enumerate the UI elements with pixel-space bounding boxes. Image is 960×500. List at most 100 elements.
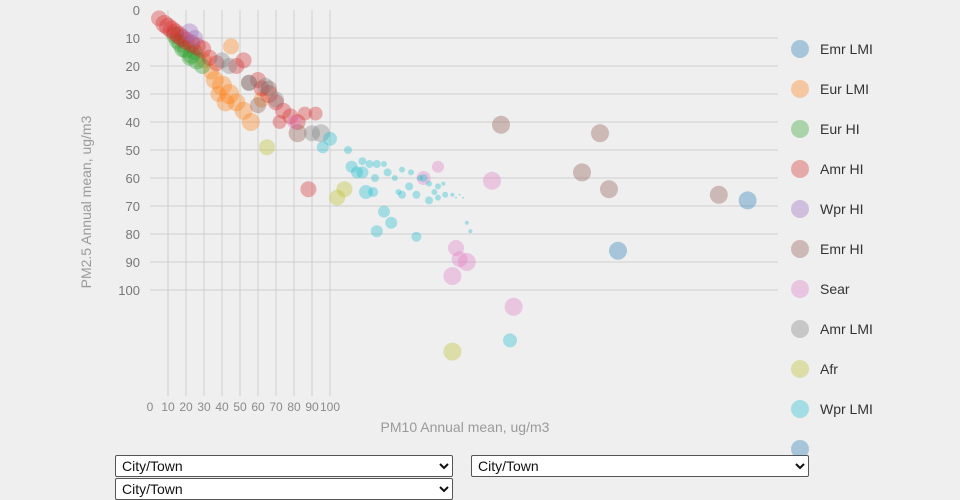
legend-swatch: [791, 120, 809, 138]
x-tick-label: 0: [147, 400, 154, 414]
data-point: [259, 85, 278, 103]
data-point: [435, 194, 441, 201]
data-point: [205, 71, 224, 89]
x-tick-label: 70: [269, 400, 283, 414]
data-point: [609, 241, 627, 260]
data-point: [212, 75, 232, 96]
data-point: [399, 166, 405, 173]
data-point: [408, 169, 414, 176]
city-town-select-1[interactable]: City/Town: [115, 455, 453, 477]
legend: Emr LMI Eur LMI Eur HI Amr HI Wpr HI Emr HI Se…: [791, 40, 873, 455]
legend-label: Emr HI: [820, 241, 864, 257]
data-point: [431, 189, 438, 195]
y-tick-label: 0: [133, 3, 140, 18]
data-point: [368, 187, 379, 197]
y-tick-label: 100: [118, 283, 140, 298]
x-tick-label: 90: [305, 400, 319, 414]
data-point: [411, 231, 422, 242]
data-point: [419, 174, 428, 182]
data-point: [259, 139, 275, 156]
city-town-select-3[interactable]: City/Town: [115, 478, 453, 500]
data-point: [573, 163, 591, 182]
data-point: [426, 180, 432, 187]
data-point: [282, 108, 299, 125]
data-point: [275, 102, 292, 119]
legend-label: Wpr HI: [820, 201, 864, 217]
data-point: [351, 166, 363, 179]
x-tick-label: 10: [161, 400, 175, 414]
data-point: [181, 49, 198, 66]
y-tick-label: 90: [126, 255, 140, 270]
data-point: [600, 180, 618, 199]
city-town-select-2[interactable]: City/Town: [471, 455, 809, 477]
data-point: [194, 58, 211, 74]
data-point: [159, 17, 177, 36]
y-tick-label: 60: [126, 171, 140, 186]
legend-label: Amr HI: [820, 161, 864, 177]
data-point: [381, 161, 387, 167]
data-point: [187, 30, 203, 46]
data-point: [503, 333, 517, 348]
y-tick-label: 70: [126, 199, 140, 214]
data-point: [483, 171, 501, 190]
x-axis-ticks: 0 10 20 30 40 50 60 70 80 90 100: [147, 400, 341, 414]
data-point: [182, 34, 201, 53]
data-point: [312, 124, 330, 143]
data-point: [504, 297, 523, 316]
data-point: [234, 101, 253, 120]
data-point: [187, 37, 206, 56]
data-point: [738, 191, 757, 210]
data-point: [385, 216, 398, 229]
data-point: [329, 189, 346, 206]
data-point: [709, 185, 728, 204]
data-point: [241, 74, 257, 91]
gridlines: [150, 10, 778, 396]
data-point: [359, 185, 373, 199]
data-point: [196, 52, 212, 69]
legend-label: Eur HI: [820, 121, 860, 137]
data-point: [378, 205, 390, 218]
data-point: [370, 225, 383, 238]
data-point: [289, 114, 306, 130]
data-point: [162, 20, 181, 39]
data-point: [464, 220, 469, 225]
data-point: [356, 166, 369, 179]
data-point: [203, 63, 220, 80]
data-point: [287, 115, 301, 129]
y-tick-label: 30: [126, 87, 140, 102]
data-point: [260, 80, 277, 97]
data-point: [171, 34, 190, 53]
legend-swatch: [791, 320, 809, 338]
data-point: [177, 31, 195, 50]
data-point: [344, 146, 352, 154]
legend-swatch: [791, 360, 809, 378]
data-point: [323, 131, 337, 146]
y-tick-label: 40: [126, 115, 140, 130]
data-point: [432, 160, 444, 173]
legend-label: Amr LMI: [820, 321, 873, 337]
legend-swatch: [791, 240, 809, 258]
data-point: [412, 190, 421, 199]
data-point: [187, 44, 203, 60]
data-point: [253, 80, 270, 97]
legend-swatch: [791, 280, 809, 298]
data-point: [442, 191, 449, 198]
data-point: [288, 124, 307, 143]
data-point: [268, 94, 284, 111]
data-point: [405, 182, 414, 191]
data-point: [371, 174, 379, 182]
data-point: [365, 160, 374, 168]
legend-label: Sear: [820, 281, 850, 297]
data-point: [372, 160, 381, 168]
data-point: [300, 181, 317, 198]
data-point: [166, 23, 185, 42]
data-point: [308, 106, 323, 121]
data-point: [180, 23, 199, 42]
data-point: [425, 196, 433, 205]
legend-label: Wpr LMI: [820, 401, 873, 417]
legend-swatch: [791, 80, 809, 98]
legend-label: Afr: [820, 361, 838, 377]
data-point: [450, 192, 455, 197]
data-point: [208, 55, 225, 72]
